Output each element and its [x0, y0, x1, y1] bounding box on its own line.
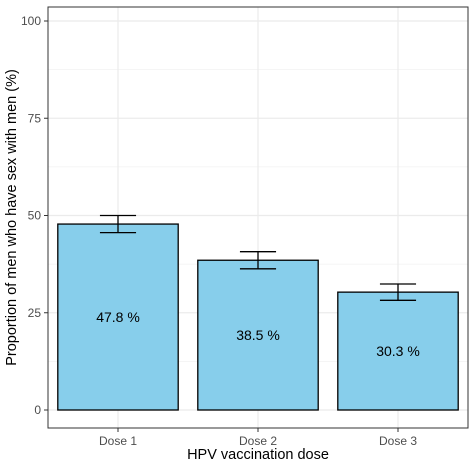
x-tick-label: Dose 2	[239, 434, 277, 448]
y-tick-label: 0	[34, 403, 41, 417]
data-label-1: 47.8 %	[96, 309, 140, 325]
y-tick-label: 25	[28, 306, 42, 320]
y-axis: 0 25 50 75 100	[21, 14, 48, 417]
x-tick-label: Dose 3	[379, 434, 417, 448]
x-axis: Dose 1 Dose 2 Dose 3	[99, 428, 417, 448]
error-bar-3	[379, 283, 417, 301]
x-axis-title: HPV vaccination dose	[187, 447, 329, 463]
bar-1	[57, 223, 179, 411]
data-label-3: 30.3 %	[376, 343, 420, 359]
y-tick-label: 75	[28, 111, 42, 125]
y-tick-label: 50	[28, 209, 42, 223]
error-bar-1	[99, 214, 137, 234]
y-axis-title: Proportion of men who have sex with men …	[4, 69, 20, 366]
bars	[57, 223, 459, 411]
bar-2	[197, 259, 319, 411]
y-tick-label: 100	[21, 14, 41, 28]
error-bar-2	[239, 251, 277, 270]
x-tick-label: Dose 1	[99, 434, 137, 448]
data-label-2: 38.5 %	[236, 327, 280, 343]
error-bars	[99, 214, 417, 301]
data-labels: 47.8 % 38.5 % 30.3 %	[96, 309, 420, 359]
